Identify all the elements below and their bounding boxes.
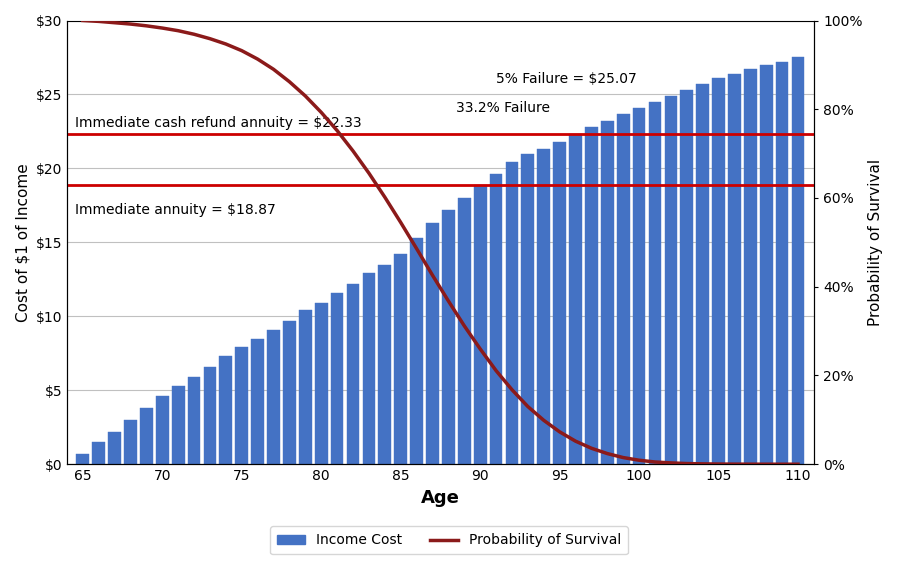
Bar bbox=[410, 238, 423, 464]
Text: Immediate annuity = $18.87: Immediate annuity = $18.87 bbox=[75, 203, 276, 217]
Bar bbox=[251, 338, 264, 464]
Bar bbox=[363, 273, 375, 464]
Bar bbox=[76, 454, 89, 464]
Bar bbox=[665, 96, 677, 464]
Bar bbox=[474, 185, 487, 464]
Bar bbox=[92, 442, 105, 464]
Bar bbox=[760, 65, 772, 464]
Bar bbox=[776, 62, 788, 464]
Bar bbox=[442, 210, 454, 464]
Legend: Income Cost, Probability of Survival: Income Cost, Probability of Survival bbox=[270, 527, 628, 555]
Bar bbox=[458, 198, 471, 464]
Bar bbox=[712, 78, 725, 464]
Bar bbox=[522, 154, 534, 464]
Bar bbox=[268, 329, 280, 464]
Bar bbox=[601, 121, 613, 464]
Bar bbox=[156, 396, 169, 464]
Bar bbox=[427, 223, 439, 464]
Bar bbox=[506, 163, 518, 464]
Bar bbox=[617, 113, 629, 464]
Y-axis label: Cost of $1 of Income: Cost of $1 of Income bbox=[15, 163, 30, 321]
Bar bbox=[489, 174, 502, 464]
Bar bbox=[124, 420, 136, 464]
Bar bbox=[537, 149, 550, 464]
Bar bbox=[188, 377, 200, 464]
Text: 33.2% Failure: 33.2% Failure bbox=[456, 101, 550, 115]
Text: Immediate cash refund annuity = $22.33: Immediate cash refund annuity = $22.33 bbox=[75, 116, 362, 129]
Bar bbox=[744, 69, 757, 464]
Bar bbox=[140, 408, 153, 464]
Bar bbox=[394, 254, 407, 464]
Bar bbox=[648, 102, 661, 464]
Bar bbox=[569, 134, 582, 464]
Bar bbox=[109, 431, 121, 464]
Bar bbox=[204, 367, 216, 464]
Bar bbox=[330, 293, 343, 464]
Bar bbox=[792, 57, 805, 464]
Bar bbox=[235, 348, 248, 464]
Bar bbox=[553, 142, 566, 464]
Bar bbox=[347, 284, 359, 464]
Text: 5% Failure = $25.07: 5% Failure = $25.07 bbox=[496, 72, 637, 86]
Bar bbox=[378, 265, 392, 464]
Bar bbox=[633, 108, 646, 464]
Bar bbox=[283, 321, 295, 464]
Bar bbox=[585, 127, 598, 464]
Bar bbox=[728, 74, 741, 464]
Bar bbox=[696, 84, 709, 464]
Bar bbox=[315, 303, 328, 464]
Y-axis label: Probability of Survival: Probability of Survival bbox=[868, 159, 883, 326]
Bar bbox=[172, 386, 184, 464]
Bar bbox=[219, 356, 233, 464]
Bar bbox=[681, 90, 693, 464]
X-axis label: Age: Age bbox=[421, 489, 460, 507]
Bar bbox=[299, 310, 312, 464]
